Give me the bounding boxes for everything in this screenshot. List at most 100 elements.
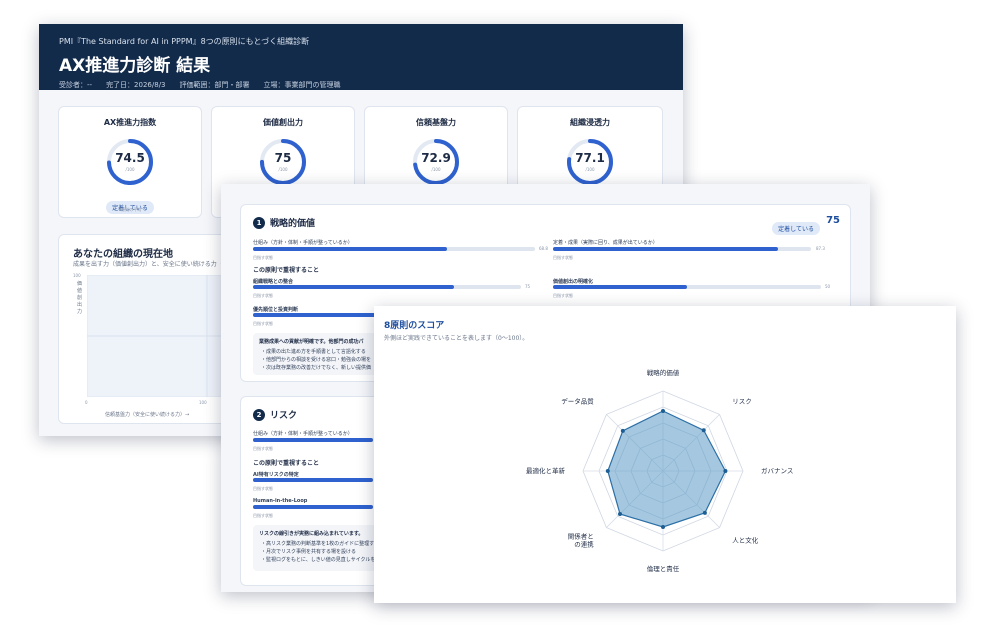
gauge-scale: /100 [585,167,595,172]
card-note: 8原則の平均 [118,207,142,212]
target-tag: 目指す状態 [253,513,273,518]
focus-heading: この原則で重視すること [253,267,320,274]
gauge-ring [107,139,153,185]
y-axis-label: 価値創出力 [77,281,83,315]
target-tag: 目指す状態 [553,255,573,260]
radar-desc: 外側ほど実践できていることを表します（0〜100）。 [384,335,529,342]
radar-point [605,469,610,473]
focus-item-bar [253,505,373,509]
focus-item-bar [253,285,521,289]
principle-number: 2 [253,408,265,421]
principle-score: 75 [826,215,840,226]
focus-item-bar [253,478,373,482]
structure-bar [253,438,373,442]
gauge-ring [260,139,306,185]
header-meta: 受診者：-- 完了日：2026/8/3 評価範囲：部門・部署 立場：事業部門の管… [59,80,663,90]
principle-title: 戦略的価値 [270,219,316,229]
outcome-value: 87.3 [816,246,825,251]
completion-date: 完了日：2026/8/3 [106,81,166,89]
results-header: PMI『The Standard for AI in PPPM』8つの原則にもと… [39,24,683,90]
target-tag: 目指す状態 [553,293,573,298]
radar-point [702,510,707,515]
target-tag: 目指す状態 [253,486,273,491]
gauge: 74.5 /100 [105,137,155,187]
radar-axis-label: 戦略的価値 [647,368,680,377]
focus-item-value: 75 [525,284,531,289]
gauge-value: 77.1 [575,151,605,165]
radar-series-area [607,410,727,528]
evaluation-scope: 評価範囲：部門・部署 [179,81,250,89]
position-title: あなたの組織の現在地 [73,249,173,260]
target-tag: 目指す状態 [253,446,273,451]
radar-axis-label: 人と文化 [732,535,759,544]
radar-axis-label: 倫理と責任 [647,564,680,573]
structure-bar [253,247,535,251]
focus-item-label: AI特有リスクの特定 [253,472,299,478]
position: 立場：事業部門の管理職 [263,81,341,89]
radar-axis-label: 関係者との連携 [568,531,595,548]
x-max-label: 100 [199,400,207,405]
score-card-ax-index: AX推進力指数 74.5 /100 定着している 8原則の平均 [58,106,202,218]
structure-label: 仕組み（方針・体制・手順が整っているか） [253,240,353,246]
gauge: 75 /100 [258,137,308,187]
advice-title: リスクの線引きが実務に組み込まれています。 [259,531,364,537]
advice-item: ・月次でリスク事例を共有する場を設ける [261,549,357,555]
radar-title: 8原則のスコア [384,321,445,331]
principle-title: リスク [270,411,298,421]
advice-item: ・次は既存業務の改善だけでなく、新しい提供価 [261,365,372,371]
gauge-value: 72.9 [421,151,451,165]
gauge: 77.1 /100 [565,137,615,187]
radar-point [661,409,665,413]
focus-item-label: 優先順位と投資判断 [253,307,299,313]
outcome-label: 定着・成果（実際に回り、成果が出ているか） [553,240,658,246]
examinee: 受診者：-- [59,81,93,89]
gauge-scale: /100 [431,167,441,172]
focus-heading: この原則で重視すること [253,460,320,467]
radar-point [661,525,665,529]
advice-item: ・成果の出た進め方を手順書として言語化する [261,349,366,355]
radar-axis-label: データ品質 [561,397,594,406]
x-min-label: 0 [85,400,88,405]
radar-axis-label: ガバナンス [761,466,793,475]
outcome-bar [553,247,811,251]
card-title: 価値創出力 [263,118,303,127]
target-tag: 目指す状態 [253,293,273,298]
focus-item-label: 価値創出の明確化 [553,279,594,285]
advice-item: ・他部門からの相談を受ける窓口・勉強会の場を [261,357,372,363]
radar-axis-label: 最適化と革新 [526,466,566,475]
page-title: AX推進力診断 結果 [59,56,211,76]
target-tag: 目指す状態 [253,321,273,326]
card-title: AX推進力指数 [103,118,157,127]
focus-item-label: 組織戦略との整合 [253,279,293,285]
gauge-scale: /100 [278,167,288,172]
structure-label: 仕組み（方針・体制・手順が整っているか） [253,431,353,437]
principle-number: 1 [253,216,265,229]
status-badge: 定着している [772,222,820,235]
gauge-value: 75 [274,151,292,165]
focus-item-bar [553,285,821,289]
y-max-label: 100 [73,273,81,278]
gauge-ring [413,139,459,185]
gauge: 72.9 /100 [411,137,461,187]
radar-chart-window: 8原則のスコア 外側ほど実践できていることを表します（0〜100）。 戦略的価値… [374,306,956,603]
x-axis-label: 信頼基盤力（安全に使い続ける力）→ [105,412,190,418]
advice-item: ・高リスク業務の判断基準を1枚のガイドに整理す [261,541,375,547]
radar-point [723,469,728,473]
radar-point [701,428,706,433]
advice-item: ・監視ログをもとに、しきい値の見直しサイクルを [261,557,376,563]
structure-value: 68.8 [539,246,548,251]
advice-title: 業務成果への貢献が明確です。他部門の成功パ [259,339,364,345]
radar-point [618,511,623,516]
card-title: 組織浸透力 [570,118,610,127]
gauge-scale: /100 [125,167,135,172]
header-subtitle: PMI『The Standard for AI in PPPM』8つの原則にもと… [59,37,310,46]
radar-axis-label: リスク [732,398,752,406]
status-badge: 定着している [106,201,154,214]
target-tag: 目指す状態 [253,255,273,260]
gauge-value: 74.5 [115,151,145,165]
position-desc: 成果を出す力（価値創出力）と、安全に使い続ける力（信 [73,261,229,268]
gauge-ring [567,139,613,185]
focus-item-label: Human-in-the-Loop [253,498,308,504]
radar-point [620,428,625,433]
